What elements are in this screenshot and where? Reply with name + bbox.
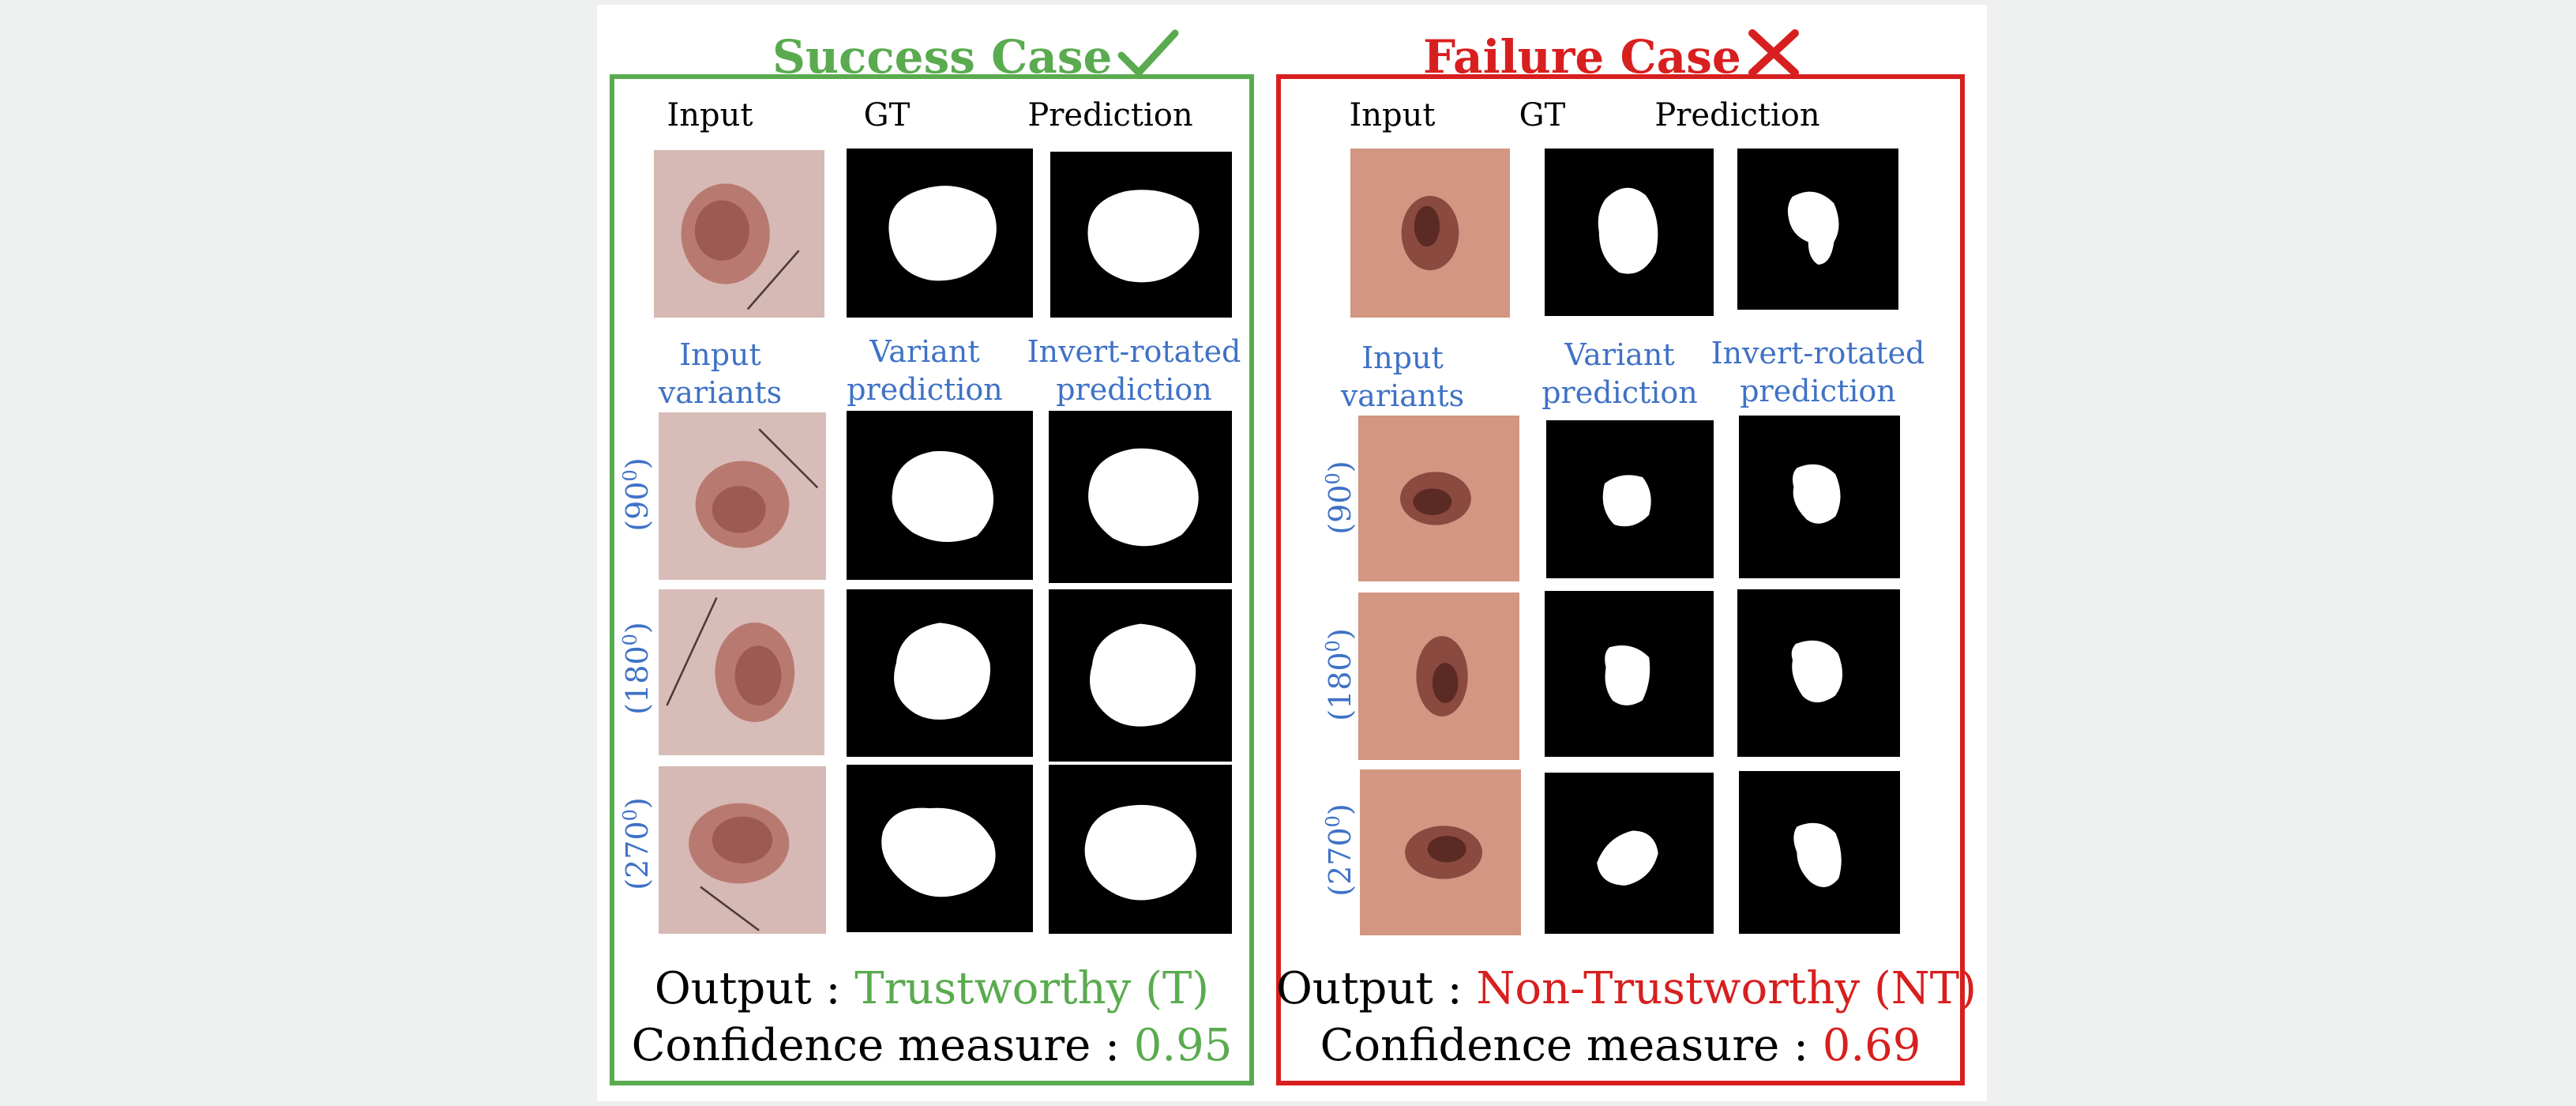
failure-confidence-label: Confidence measure :	[1320, 1020, 1823, 1071]
failure-variant-prediction-180	[1545, 591, 1714, 757]
cross-icon	[1748, 29, 1799, 77]
success-output-label: Output :	[654, 963, 855, 1014]
success-output-line: Output : Trustworthy (T)	[610, 967, 1254, 1011]
success-variant-input-180	[659, 589, 824, 755]
failure-invert-prediction-180	[1737, 589, 1900, 757]
failure-prediction-mask	[1737, 149, 1898, 310]
figure-canvas: Success Case Input GT Prediction Input v…	[597, 5, 1987, 1101]
failure-rotation-90: (900)	[1322, 461, 1357, 535]
failure-output-line: Output : Non-Trustworthy (NT)	[1276, 967, 1977, 1011]
success-gt-mask	[847, 149, 1033, 318]
failure-title: Failure Case	[1423, 28, 1801, 80]
success-label-input-variants: Input variants	[658, 337, 783, 410]
success-title: Success Case	[772, 28, 1180, 80]
success-invert-prediction-270	[1049, 765, 1232, 934]
success-rotation-90: (900)	[619, 457, 655, 532]
success-label-invert-prediction: Invert-rotated prediction	[1027, 334, 1241, 407]
success-label-variant-prediction: Variant prediction	[847, 334, 1003, 407]
failure-label-invert-prediction: Invert-rotated prediction	[1710, 336, 1925, 408]
success-header-prediction: Prediction	[1027, 97, 1193, 134]
success-output-value: Trustworthy (T)	[854, 963, 1210, 1014]
failure-variant-prediction-90	[1546, 420, 1714, 578]
failure-variant-prediction-270	[1545, 773, 1714, 934]
success-variant-input-270	[659, 766, 826, 934]
failure-input-image	[1350, 149, 1510, 318]
success-variant-input-90	[659, 412, 826, 580]
failure-invert-prediction-90	[1739, 416, 1900, 578]
success-invert-prediction-90	[1049, 411, 1232, 583]
failure-rotation-180: (1800)	[1322, 628, 1357, 721]
success-panel	[610, 74, 1254, 1085]
success-header-input: Input	[667, 97, 753, 134]
failure-variant-input-90	[1358, 416, 1519, 581]
success-rotation-180: (1800)	[619, 622, 655, 715]
success-confidence-value: 0.95	[1133, 1020, 1233, 1071]
success-input-image	[654, 150, 824, 318]
failure-confidence-value: 0.69	[1822, 1020, 1921, 1071]
success-header-gt: GT	[863, 97, 911, 134]
check-icon	[1117, 29, 1179, 77]
failure-variant-input-270	[1360, 769, 1521, 935]
failure-rotation-270: (2700)	[1322, 803, 1357, 897]
success-rotation-270: (2700)	[619, 797, 655, 890]
failure-header-prediction: Prediction	[1654, 97, 1820, 134]
failure-header-input: Input	[1349, 97, 1436, 134]
failure-label-variant-prediction: Variant prediction	[1541, 337, 1698, 410]
failure-title-text: Failure Case	[1423, 30, 1741, 84]
success-title-text: Success Case	[772, 30, 1113, 84]
failure-header-gt: GT	[1519, 97, 1566, 134]
success-variant-prediction-90	[847, 411, 1033, 580]
failure-label-input-variants: Input variants	[1340, 340, 1465, 413]
success-variant-prediction-270	[847, 765, 1033, 932]
success-confidence-label: Confidence measure :	[631, 1020, 1134, 1071]
success-prediction-mask	[1050, 152, 1232, 318]
failure-confidence-line: Confidence measure : 0.69	[1276, 1024, 1965, 1068]
success-invert-prediction-180	[1049, 589, 1232, 762]
success-confidence-line: Confidence measure : 0.95	[610, 1024, 1254, 1068]
success-variant-prediction-180	[847, 589, 1033, 757]
failure-variant-input-180	[1358, 592, 1519, 760]
failure-output-value: Non-Trustworthy (NT)	[1476, 963, 1977, 1014]
failure-gt-mask	[1545, 149, 1714, 316]
failure-panel	[1276, 74, 1965, 1085]
failure-invert-prediction-270	[1739, 771, 1900, 934]
failure-output-label: Output :	[1276, 963, 1477, 1014]
